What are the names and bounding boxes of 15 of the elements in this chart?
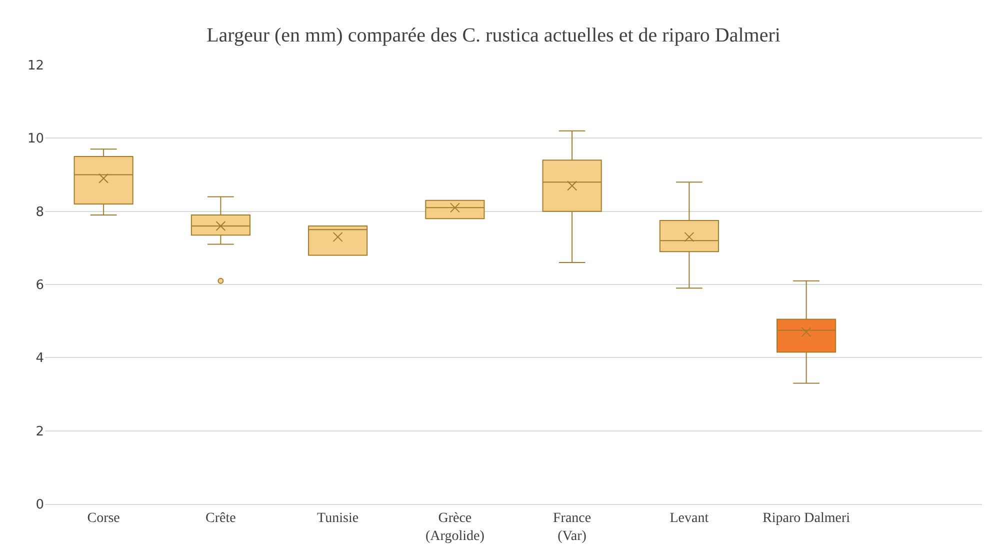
y-tick-label: 6 — [36, 278, 44, 294]
y-tick-label: 0 — [36, 498, 44, 513]
chart-title: Largeur (en mm) comparée des C. rustica actuelles et de riparo Dalmeri — [206, 24, 781, 47]
x-tick-label: Corse — [87, 510, 120, 526]
x-tick-label: Tunisie — [317, 510, 359, 526]
y-tick-label: 4 — [36, 351, 44, 366]
x-tick-label: France (Var) — [553, 510, 592, 544]
y-tick-label: 8 — [36, 204, 44, 220]
x-tick-label: Riparo Dalmeri — [762, 510, 850, 526]
y-tick-label: 12 — [27, 58, 44, 74]
x-tick-label: Crête — [206, 510, 236, 526]
y-tick-label: 2 — [36, 424, 44, 440]
x-tick-label: Grèce (Argolide) — [426, 510, 485, 544]
y-tick-label: 10 — [27, 132, 44, 147]
x-tick-label: Levant — [670, 510, 709, 526]
